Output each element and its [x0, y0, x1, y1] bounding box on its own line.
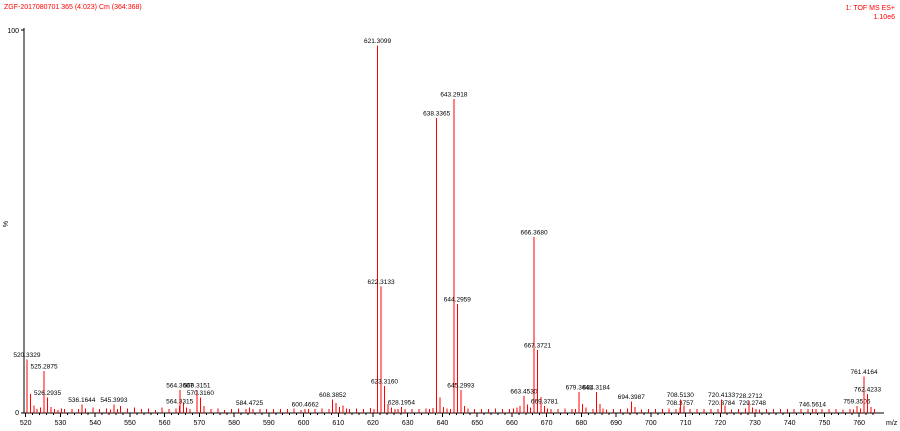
y-axis-top-label: 100 [7, 28, 19, 35]
acquisition-info: 1: TOF MS ES+ 1.10e6 [846, 4, 895, 22]
x-axis-tick-label: 760 [853, 420, 865, 427]
x-axis-tick-label: 560 [159, 420, 171, 427]
x-axis-tick-label: 610 [332, 420, 344, 427]
peak-label: 645.2993 [447, 383, 474, 390]
peak-label: 622.3133 [367, 279, 394, 286]
peak-label: 708.5130 [667, 392, 694, 399]
peak-label: 644.2959 [444, 296, 471, 303]
peak-label: 608.3852 [319, 392, 346, 399]
x-axis-tick-label: 690 [610, 420, 622, 427]
x-axis-tick-label: 660 [506, 420, 518, 427]
peak-label: 564.3607 [166, 383, 193, 390]
peak-label: 679.3641 [566, 384, 593, 391]
x-axis-tick-label: 680 [576, 420, 588, 427]
peak-label: 663.4530 [510, 388, 537, 395]
x-axis-tick-label: 600 [298, 420, 310, 427]
peak-label: 525.2875 [31, 363, 58, 370]
peak-label: 570.3160 [187, 390, 214, 397]
peak-label: 746.5614 [799, 401, 826, 408]
x-axis-tick-label: 710 [680, 420, 692, 427]
peak-label: 526.2935 [34, 390, 61, 397]
peak-label: 720.4133 [708, 392, 735, 399]
peak-label: 761.4164 [851, 369, 878, 376]
x-axis-tick-label: 570 [194, 420, 206, 427]
peak-label: 536.1644 [68, 397, 95, 404]
x-axis-tick-label: 750 [819, 420, 831, 427]
intensity-scale-label: 1.10e6 [873, 14, 895, 21]
x-axis-tick-label: 740 [784, 420, 796, 427]
peak-label: 728.2712 [735, 393, 762, 400]
y-axis-title: % [3, 221, 10, 227]
x-axis-tick-label: 650 [471, 420, 483, 427]
peak-label: 669.3781 [531, 399, 558, 406]
x-axis-tick-label: 620 [367, 420, 379, 427]
x-axis-tick-label: 550 [124, 420, 136, 427]
x-axis-tick-label: 520 [20, 420, 32, 427]
peak-label: 545.3993 [100, 397, 127, 404]
peak-label: 569.3151 [183, 383, 210, 390]
peak-label: 623.3160 [371, 379, 398, 386]
x-axis-tick-label: 630 [402, 420, 414, 427]
peak-label: 762.4233 [854, 386, 881, 393]
x-axis-tick-label: 540 [89, 420, 101, 427]
peak-label: 520.3329 [13, 352, 40, 359]
peak-label: 628.1954 [388, 399, 415, 406]
x-axis-tick-label: 590 [263, 420, 275, 427]
peak-label: 729.2748 [739, 400, 766, 407]
peak-label: 600.4662 [292, 401, 319, 408]
x-axis-tick-label: 700 [645, 420, 657, 427]
x-axis-tick-label: 720 [714, 420, 726, 427]
peak-label: 584.4725 [236, 400, 263, 407]
peak-label: 643.2918 [440, 91, 467, 98]
sample-header: ZGF-2017080701 365 (4.023) Cm (364:368) [4, 4, 142, 11]
peak-label: 667.3721 [524, 342, 551, 349]
y-axis-bottom-label: 0 [15, 410, 19, 417]
peak-label: 621.3099 [364, 38, 391, 45]
peak-label: 638.3365 [423, 111, 450, 118]
x-axis-tick-label: 640 [437, 420, 449, 427]
peak-label: 759.3506 [843, 399, 870, 406]
x-axis-title: m/z [886, 420, 898, 427]
x-axis-tick-label: 730 [749, 420, 761, 427]
peak-label: 694.3987 [618, 394, 645, 401]
ionization-mode-label: 1: TOF MS ES+ [845, 5, 895, 12]
x-axis-tick-label: 530 [55, 420, 67, 427]
peak-label: 684.3184 [583, 384, 610, 391]
peak-label: 666.3680 [520, 229, 547, 236]
x-axis-tick-label: 580 [228, 420, 240, 427]
x-axis-tick-label: 670 [541, 420, 553, 427]
